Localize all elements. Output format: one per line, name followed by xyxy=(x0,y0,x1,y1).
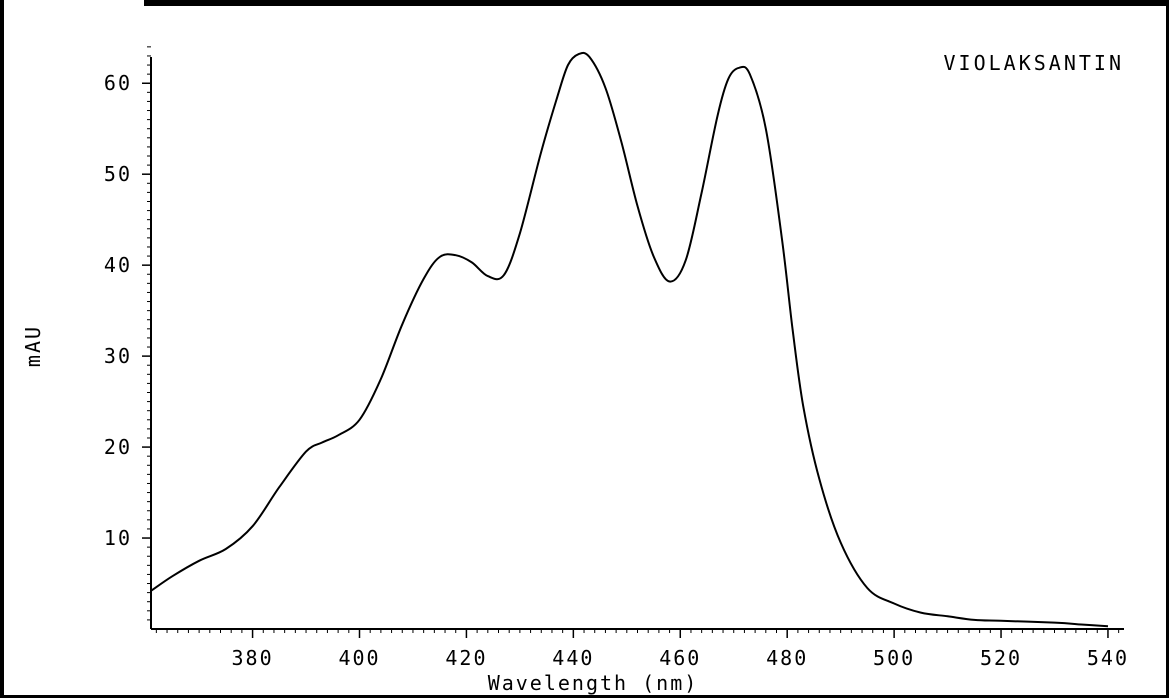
y-axis-label: mAU xyxy=(21,325,45,367)
y-tick-label: 20 xyxy=(104,435,132,459)
x-tick-label: 500 xyxy=(873,646,915,670)
series-line xyxy=(150,51,1109,628)
frame-notch xyxy=(4,0,144,6)
y-tick-label: 40 xyxy=(104,253,132,277)
y-tick-label: 10 xyxy=(104,526,132,550)
y-tick-label: 30 xyxy=(104,344,132,368)
y-tick-label: 50 xyxy=(104,162,132,186)
y-tick-label: 60 xyxy=(104,71,132,95)
x-tick-label: 480 xyxy=(766,646,808,670)
x-axis-label: Wavelength (nm) xyxy=(488,671,699,695)
data-points xyxy=(150,53,1109,627)
minor-ticks xyxy=(147,46,1120,633)
major-ticks xyxy=(142,82,1109,638)
x-tick-label: 400 xyxy=(338,646,380,670)
x-tick-label: 540 xyxy=(1087,646,1129,670)
x-tick-labels: 380 400 420 440 460 480 500 520 540 xyxy=(232,646,1129,670)
chart-title: VIOLAKSANTIN xyxy=(944,51,1125,75)
x-tick-label: 440 xyxy=(552,646,594,670)
x-tick-label: 380 xyxy=(232,646,274,670)
x-tick-label: 420 xyxy=(445,646,487,670)
y-tick-labels: 10 20 30 40 50 60 xyxy=(104,71,132,550)
x-tick-label: 460 xyxy=(659,646,701,670)
x-tick-label: 520 xyxy=(980,646,1022,670)
